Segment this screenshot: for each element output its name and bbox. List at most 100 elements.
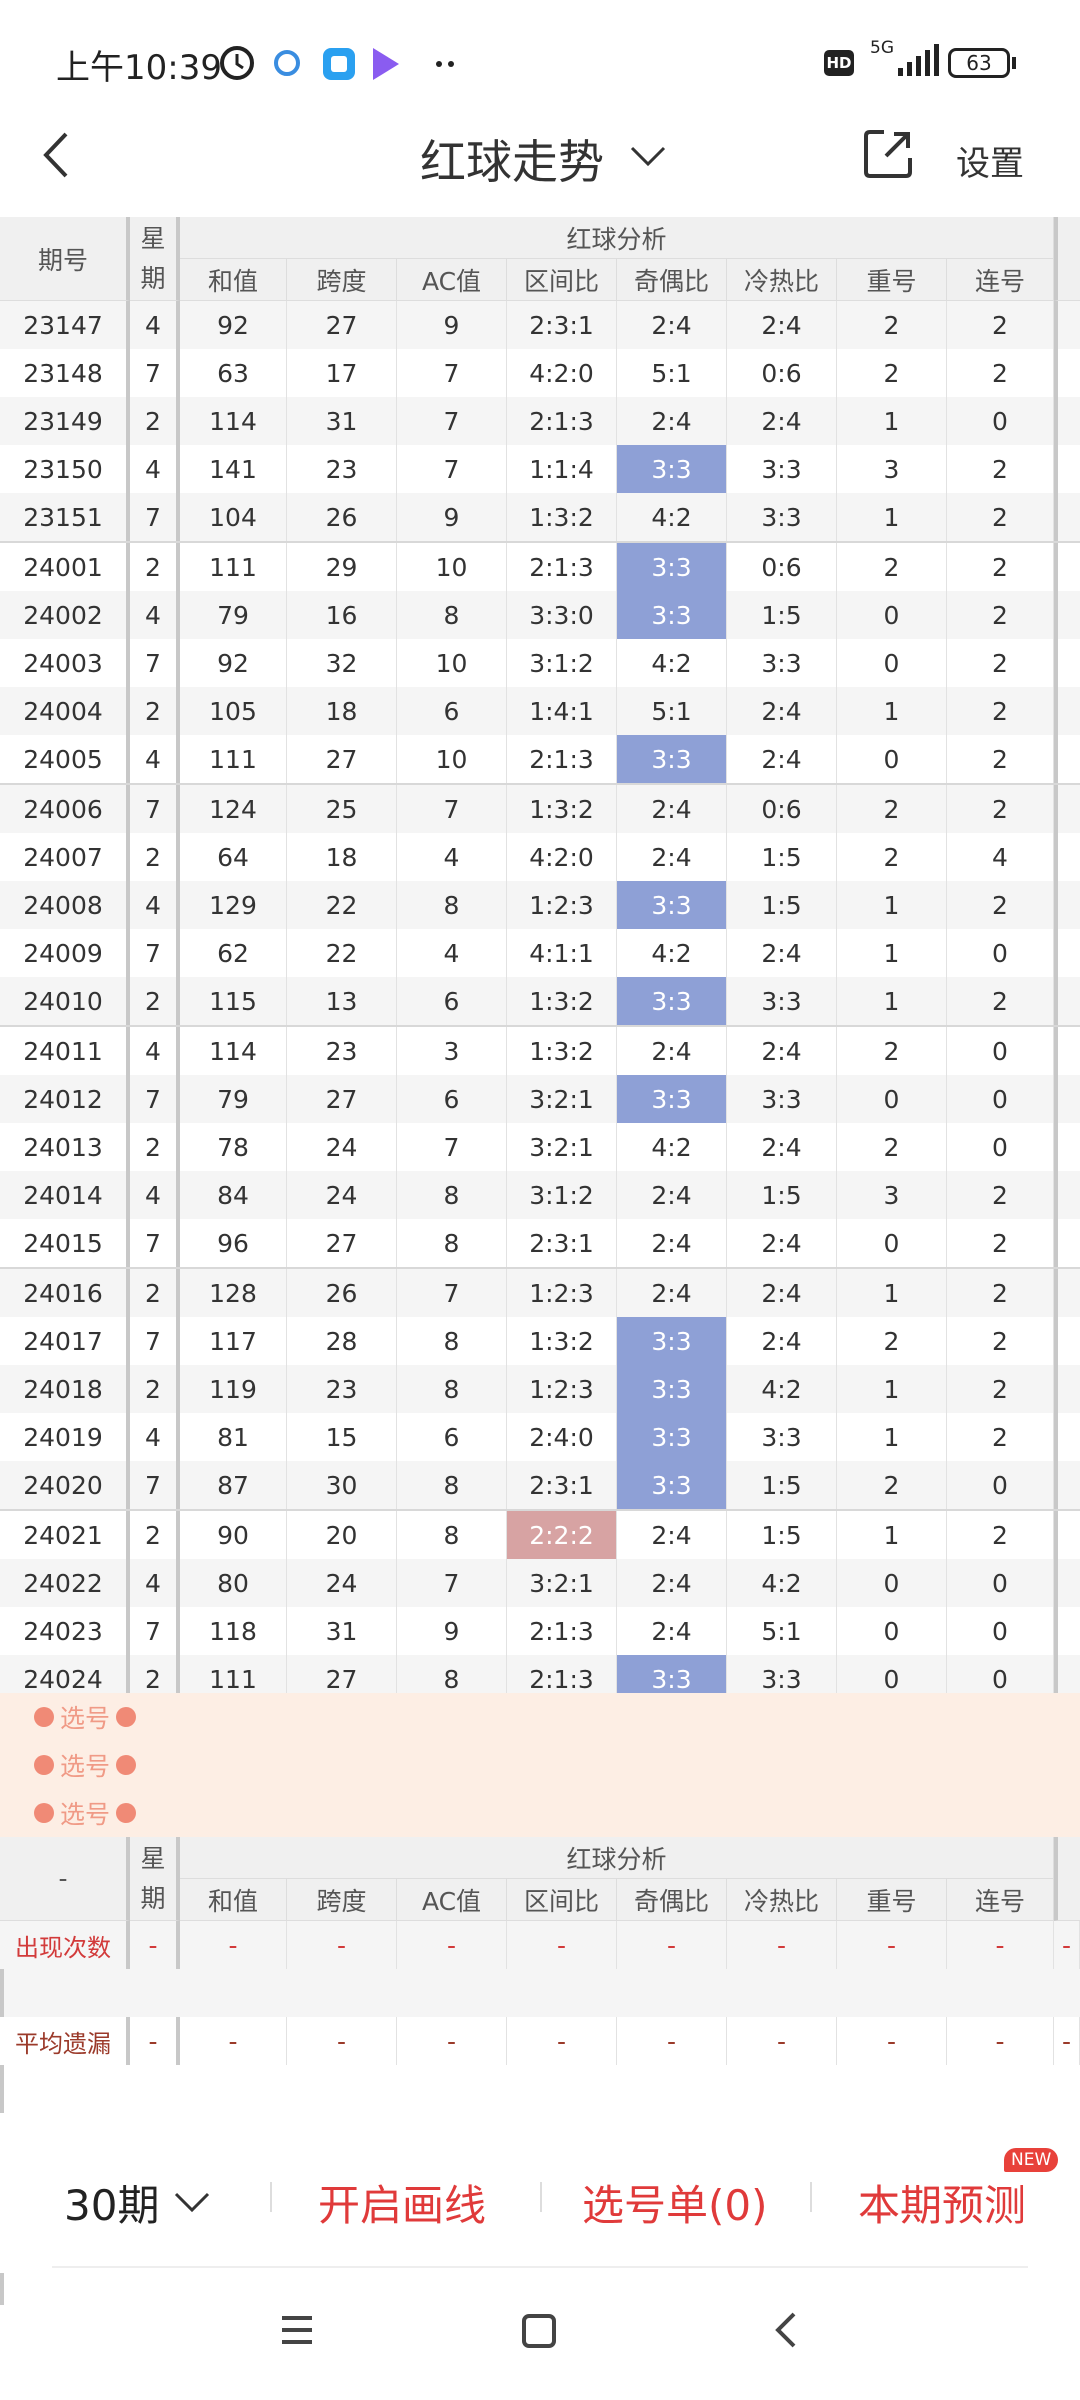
period-dropdown[interactable]: [172, 2190, 212, 2214]
table-cell: 2:4: [727, 397, 837, 445]
table-cell: 24001: [0, 543, 130, 591]
table-cell: 24016: [0, 1269, 130, 1317]
add-icon[interactable]: [34, 1755, 54, 1775]
draw-line-button[interactable]: 开启画线: [318, 2181, 487, 2230]
nav-home[interactable]: [522, 2314, 556, 2348]
table-cell: 111: [180, 735, 287, 783]
table-cell: 3:3: [727, 977, 837, 1025]
group-header: 红球分析: [180, 217, 1054, 259]
table-cell: 2: [947, 1317, 1054, 1365]
title-dropdown[interactable]: [628, 144, 668, 168]
pick-label[interactable]: 选号: [60, 1800, 111, 1829]
table-cell: 0: [837, 735, 947, 783]
predict-button[interactable]: 本期预测: [858, 2181, 1027, 2230]
table-row: 24013 2 78 24 7 3:2:1 4:2 2:4 2 0: [0, 1123, 1080, 1171]
pick-label[interactable]: 选号: [60, 1752, 111, 1781]
scroll-gap: [1054, 833, 1080, 881]
table-cell: 6: [397, 977, 507, 1025]
remove-icon[interactable]: [116, 1707, 137, 1727]
scroll-gap: [1054, 493, 1080, 541]
table-cell: 2: [947, 1511, 1054, 1559]
table-cell: 111: [180, 543, 287, 591]
table-header: 期号 星期 红球分析 和值 跨度 AC值 区间比 奇偶比 冷热比 重号 连号: [0, 217, 1080, 301]
table-cell: 2:1:3: [507, 543, 617, 591]
table-cell: 1: [837, 929, 947, 977]
table-cell: 3: [837, 1171, 947, 1219]
table-row: 24017 7 117 28 8 1:3:2 3:3 2:4 2 2: [0, 1317, 1080, 1365]
table-cell: 4:2: [617, 493, 727, 541]
table-row: 24008 4 129 22 8 1:2:3 3:3 1:5 1 2: [0, 881, 1080, 929]
table-cell: 0: [947, 1075, 1054, 1123]
table-cell: 4: [130, 1171, 180, 1219]
table-cell: 3: [397, 1027, 507, 1075]
table-cell: 3:3: [617, 977, 727, 1025]
table-cell: 1: [837, 1365, 947, 1413]
table-cell: 5:1: [617, 349, 727, 397]
summary-cell: -: [837, 1921, 947, 1969]
table-cell: 7: [397, 445, 507, 493]
add-icon[interactable]: [34, 1707, 54, 1727]
share-button[interactable]: [862, 128, 914, 180]
remove-icon[interactable]: [116, 1803, 137, 1823]
pick-list-button[interactable]: 选号单(0): [582, 2181, 768, 2230]
column-header: 冷热比: [727, 259, 837, 301]
add-icon[interactable]: [34, 1803, 54, 1823]
table-row: 24019 4 81 15 6 2:4:0 3:3 3:3 1 2: [0, 1413, 1080, 1461]
nav-menu[interactable]: [282, 2316, 312, 2344]
table-cell: 26: [287, 493, 397, 541]
scroll-gap: [1054, 687, 1080, 735]
table-cell: 2:4: [617, 1269, 727, 1317]
table-cell: 81: [180, 1413, 287, 1461]
table-cell: 3:3: [727, 493, 837, 541]
page-title[interactable]: 红球走势: [420, 135, 604, 189]
scroll-gap: [1054, 1837, 1080, 1921]
scroll-gap: [1054, 929, 1080, 977]
scroll-gap: [1054, 1219, 1080, 1267]
table-cell: 24009: [0, 929, 130, 977]
table-cell: 2: [130, 1365, 180, 1413]
table-cell: 1: [837, 1511, 947, 1559]
table-cell: 20: [287, 1511, 397, 1559]
scroll-gap: [1054, 1269, 1080, 1317]
nav-back[interactable]: [775, 2312, 796, 2348]
period-selector[interactable]: 30期: [64, 2181, 160, 2230]
id-header[interactable]: 期号: [0, 217, 130, 301]
summary-cell: -: [507, 2017, 617, 2065]
table-cell: 2: [837, 301, 947, 349]
table-cell: 4:2:0: [507, 833, 617, 881]
table-cell: 27: [287, 735, 397, 783]
table-cell: 4:2: [727, 1559, 837, 1607]
table-cell: 141: [180, 445, 287, 493]
table-cell: 9: [397, 301, 507, 349]
table-cell: 0: [837, 639, 947, 687]
pick-label[interactable]: 选号: [60, 1704, 111, 1733]
separator: [540, 2182, 542, 2212]
table-cell: 2: [130, 977, 180, 1025]
id-header[interactable]: -: [0, 1837, 130, 1921]
table-cell: 6: [397, 1075, 507, 1123]
column-header: 和值: [180, 1879, 287, 1921]
table-cell: 2: [947, 977, 1054, 1025]
remove-icon[interactable]: [116, 1755, 137, 1775]
settings-button[interactable]: 设置: [956, 144, 1024, 184]
table-cell: 114: [180, 1027, 287, 1075]
back-button[interactable]: [36, 130, 76, 180]
table-cell: 1: [837, 687, 947, 735]
table-row: 24021 2 90 20 8 2:2:2 2:4 1:5 1 2: [0, 1511, 1080, 1559]
table-cell: 1:5: [727, 591, 837, 639]
column-header: 重号: [837, 1879, 947, 1921]
table-row: 24014 4 84 24 8 3:1:2 2:4 1:5 3 2: [0, 1171, 1080, 1219]
scroll-gap: [1054, 785, 1080, 833]
table-cell: 4:2: [617, 1123, 727, 1171]
table-cell: 22: [287, 881, 397, 929]
table-cell: 2:4:0: [507, 1413, 617, 1461]
table-cell: 26: [287, 1269, 397, 1317]
table-cell: 119: [180, 1365, 287, 1413]
table-cell: 8: [397, 1219, 507, 1267]
table-cell: 64: [180, 833, 287, 881]
table-cell: 2: [947, 1365, 1054, 1413]
table-cell: 90: [180, 1511, 287, 1559]
table-cell: 0:6: [727, 543, 837, 591]
table-cell: 0: [947, 397, 1054, 445]
table-cell: 3:3: [727, 639, 837, 687]
